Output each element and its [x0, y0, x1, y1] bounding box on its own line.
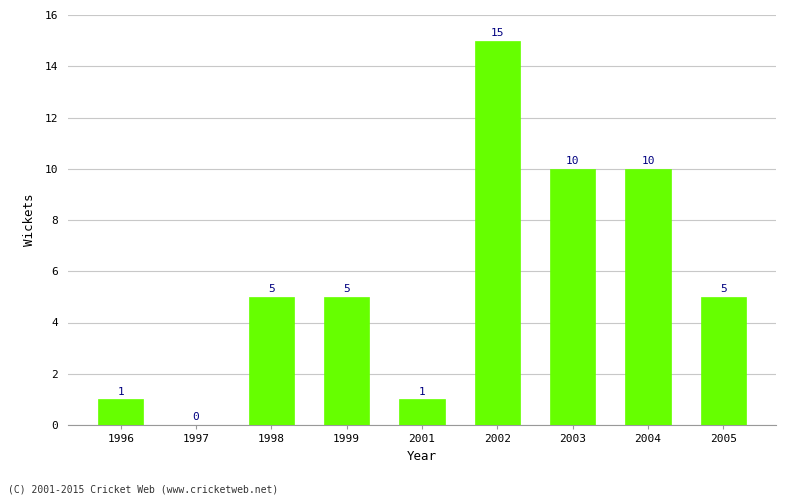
X-axis label: Year: Year: [407, 450, 437, 462]
Text: 5: 5: [268, 284, 274, 294]
Bar: [399, 400, 445, 425]
Bar: [249, 297, 294, 425]
Bar: [324, 297, 370, 425]
Text: 0: 0: [193, 412, 199, 422]
Text: 5: 5: [720, 284, 726, 294]
Bar: [98, 400, 143, 425]
Text: 10: 10: [642, 156, 654, 166]
Text: 5: 5: [343, 284, 350, 294]
Bar: [474, 40, 520, 425]
Text: 1: 1: [418, 387, 426, 397]
Text: (C) 2001-2015 Cricket Web (www.cricketweb.net): (C) 2001-2015 Cricket Web (www.cricketwe…: [8, 485, 278, 495]
Y-axis label: Wickets: Wickets: [23, 194, 37, 246]
Bar: [701, 297, 746, 425]
Text: 15: 15: [490, 28, 504, 38]
Text: 1: 1: [118, 387, 124, 397]
Bar: [626, 169, 670, 425]
Text: 10: 10: [566, 156, 579, 166]
Bar: [550, 169, 595, 425]
